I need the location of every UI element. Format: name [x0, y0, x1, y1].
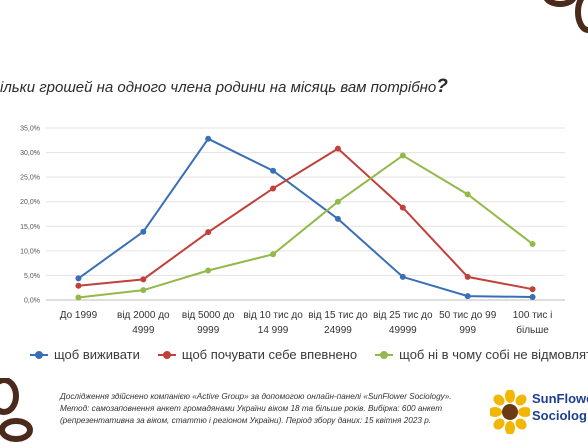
- data-point: [75, 275, 82, 282]
- data-point: [399, 273, 406, 280]
- y-tick-label: 10,0%: [20, 248, 40, 255]
- data-point: [334, 145, 341, 152]
- data-point: [140, 287, 147, 294]
- data-point: [75, 294, 82, 301]
- data-point: [270, 167, 277, 174]
- y-tick-label: 35,0%: [20, 126, 40, 133]
- y-tick-label: 25,0%: [20, 175, 40, 182]
- y-tick-label: 5,0%: [24, 273, 40, 280]
- x-tick-label: 100 тис і: [513, 310, 553, 321]
- x-tick-label: від 15 тис до: [308, 310, 368, 321]
- legend-item: щоб ні в чому собі не відмовляти: [375, 347, 588, 362]
- chart-legend: щоб виживати щоб почувати себе впевнено що…: [30, 347, 588, 362]
- data-point: [529, 294, 536, 301]
- y-tick-label: 15,0%: [20, 224, 40, 231]
- data-point: [399, 152, 406, 159]
- legend-swatch: [157, 350, 176, 360]
- decor-flower-top-right: [544, 0, 588, 33]
- data-point: [140, 228, 147, 235]
- data-point: [205, 229, 212, 236]
- data-point: [529, 240, 536, 247]
- y-tick-label: 30,0%: [20, 150, 40, 157]
- x-tick-label: від 5000 до: [182, 310, 235, 321]
- sunflower-logo-icon: [490, 390, 530, 434]
- methodology-note: Дослідження здійснено компанією «Active …: [60, 392, 452, 425]
- x-tick-label: 24999: [324, 325, 352, 336]
- x-tick-label: 50 тис до 99: [439, 310, 497, 321]
- data-point: [464, 191, 471, 198]
- legend-label: щоб почувати себе впевнено: [181, 347, 358, 362]
- data-point: [270, 251, 277, 258]
- x-tick-label: від 10 тис до: [243, 310, 303, 321]
- series-line: [78, 147, 533, 291]
- x-tick-label: До 1999: [60, 310, 98, 321]
- x-tick-label: більше: [516, 324, 549, 336]
- data-point: [205, 135, 212, 142]
- chart-title: ільки грошей на одного члена родини на м…: [0, 76, 448, 97]
- data-point: [529, 286, 536, 293]
- series-line: [77, 137, 533, 299]
- data-point: [334, 215, 341, 222]
- data-point: [205, 267, 212, 274]
- x-tick-label: 14 999: [258, 325, 289, 336]
- legend-item: щоб почувати себе впевнено: [157, 347, 358, 362]
- x-tick-label: від 2000 до: [117, 310, 170, 321]
- data-point: [270, 185, 277, 192]
- legend-label: щоб ні в чому собі не відмовляти: [399, 347, 588, 362]
- x-tick-label: 49999: [389, 325, 417, 336]
- data-point: [75, 282, 82, 289]
- x-tick-label: від 25 тис до: [373, 310, 433, 321]
- data-point: [464, 293, 471, 300]
- x-tick-label: 9999: [197, 325, 220, 336]
- y-tick-label: 0,0%: [24, 298, 40, 305]
- x-tick-label: 4999: [132, 325, 155, 336]
- series-line: [78, 154, 534, 299]
- line-chart: 0,0% 5,0% 10,0% 15,0% 20,0% 25,0% 30,0% 35,0% До…: [20, 126, 565, 336]
- legend-item: щоб виживати: [30, 347, 140, 362]
- data-point: [399, 204, 406, 211]
- y-tick-label: 20,0%: [20, 199, 40, 206]
- x-tick-label: 999: [459, 325, 476, 336]
- decor-flower-bottom-left: [0, 378, 33, 442]
- brand-name: SunFlowe Sociolog: [532, 391, 588, 423]
- data-point: [334, 198, 341, 205]
- legend-swatch: [30, 350, 48, 360]
- data-point: [464, 273, 471, 280]
- legend-label: щоб виживати: [54, 347, 140, 362]
- legend-swatch: [375, 350, 394, 360]
- data-point: [140, 276, 147, 283]
